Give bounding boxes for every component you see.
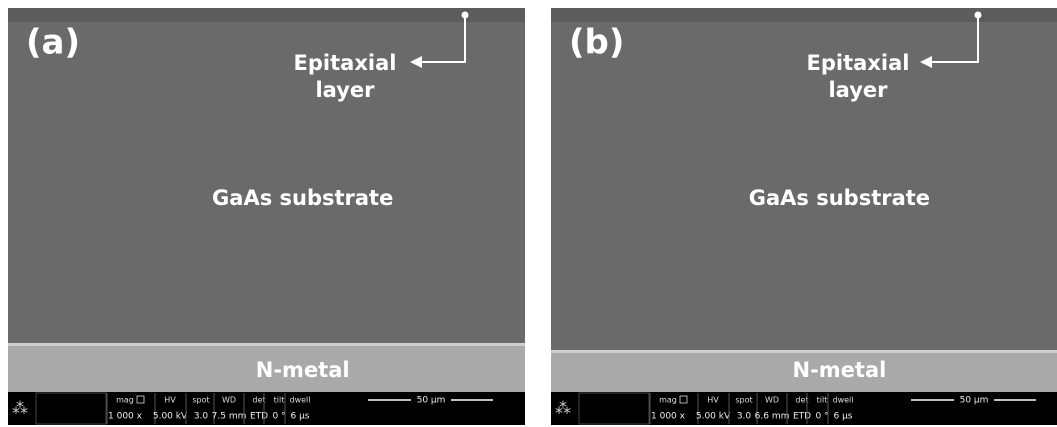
info-value: 0 ° [815,412,828,422]
info-value: 3.0 [737,412,752,422]
info-value: 1 000 x [651,412,686,422]
info-header: spot [192,396,209,405]
scale-label: 50 µm [960,396,989,406]
info-header: tilt [274,396,285,405]
substrate-label: GaAs substrate [749,186,930,210]
epitaxial-label: Epitaxial [807,51,910,75]
scale-label: 50 µm [417,396,446,406]
info-value: 0 ° [272,412,285,422]
figure: (a) Epitaxial layer GaAs substrate N-metal ⁂ m… [0,0,1057,427]
info-header: HV [164,396,176,405]
substrate-region [8,8,525,343]
sem-panel: (b) Epitaxial layer GaAs substrate N-metal ⁂ m… [551,8,1057,425]
info-header: dwell [290,396,311,405]
metal-label: N-metal [256,358,350,382]
top-edge [8,8,525,22]
info-value: 6.6 mm [755,412,790,422]
info-header: dwell [833,396,854,405]
info-value: ETD [793,412,811,422]
info-value: 6 µs [290,412,309,422]
info-value: 1 000 x [108,412,143,422]
metal-edge [8,343,525,346]
panel-label: (a) [26,23,80,63]
info-value: 3.0 [194,412,209,422]
info-value: ETD [250,412,268,422]
metal-edge [551,350,1057,353]
info-header: spot [735,396,752,405]
epitaxial-label: layer [315,78,375,102]
epitaxial-label: layer [828,78,888,102]
info-value: 6 µs [833,412,852,422]
substrate-region [551,8,1057,350]
detector-icon: ⁂ [555,399,571,418]
info-header: HV [707,396,719,405]
info-header: WD [765,396,779,405]
info-header: mag [116,396,134,405]
info-header: mag [659,396,677,405]
panel-label: (b) [569,23,624,63]
epitaxial-label: Epitaxial [294,51,397,75]
sem-panel: (a) Epitaxial layer GaAs substrate N-metal ⁂ m… [8,8,525,425]
info-value: 5.00 kV [153,412,188,422]
info-header: tilt [817,396,828,405]
detector-icon: ⁂ [12,399,28,418]
info-value: 5.00 kV [696,412,731,422]
substrate-label: GaAs substrate [212,186,393,210]
info-header: WD [222,396,236,405]
info-value: 7.5 mm [212,412,247,422]
metal-label: N-metal [793,358,887,382]
